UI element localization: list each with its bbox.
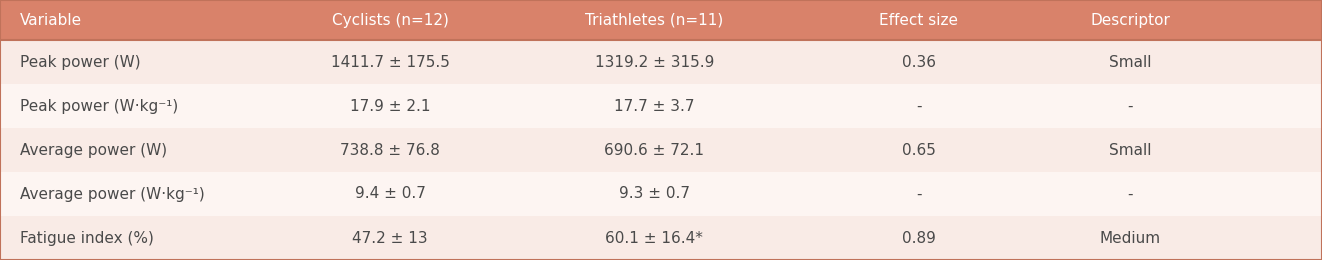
Text: 9.4 ± 0.7: 9.4 ± 0.7 — [354, 186, 426, 202]
Text: 0.36: 0.36 — [902, 55, 936, 69]
Text: Peak power (W·kg⁻¹): Peak power (W·kg⁻¹) — [20, 99, 178, 114]
FancyBboxPatch shape — [0, 40, 1322, 84]
Text: Fatigue index (%): Fatigue index (%) — [20, 231, 153, 245]
Text: 17.9 ± 2.1: 17.9 ± 2.1 — [350, 99, 430, 114]
Text: 17.7 ± 3.7: 17.7 ± 3.7 — [615, 99, 694, 114]
Text: -: - — [1128, 186, 1133, 202]
Text: -: - — [1128, 99, 1133, 114]
FancyBboxPatch shape — [0, 172, 1322, 216]
Text: Medium: Medium — [1100, 231, 1161, 245]
Text: 60.1 ± 16.4*: 60.1 ± 16.4* — [605, 231, 703, 245]
Text: Effect size: Effect size — [879, 12, 958, 28]
Text: Peak power (W): Peak power (W) — [20, 55, 140, 69]
FancyBboxPatch shape — [0, 128, 1322, 172]
Text: Small: Small — [1109, 142, 1151, 158]
Text: Average power (W·kg⁻¹): Average power (W·kg⁻¹) — [20, 186, 205, 202]
Text: Triathletes (n=11): Triathletes (n=11) — [586, 12, 723, 28]
FancyBboxPatch shape — [0, 216, 1322, 260]
Text: 1319.2 ± 315.9: 1319.2 ± 315.9 — [595, 55, 714, 69]
Text: 0.89: 0.89 — [902, 231, 936, 245]
Text: Descriptor: Descriptor — [1091, 12, 1170, 28]
Text: 9.3 ± 0.7: 9.3 ± 0.7 — [619, 186, 690, 202]
FancyBboxPatch shape — [0, 84, 1322, 128]
Text: Variable: Variable — [20, 12, 82, 28]
Text: -: - — [916, 186, 921, 202]
Text: 738.8 ± 76.8: 738.8 ± 76.8 — [340, 142, 440, 158]
Text: Average power (W): Average power (W) — [20, 142, 167, 158]
Text: Small: Small — [1109, 55, 1151, 69]
FancyBboxPatch shape — [0, 0, 1322, 40]
Text: Cyclists (n=12): Cyclists (n=12) — [332, 12, 448, 28]
Text: 1411.7 ± 175.5: 1411.7 ± 175.5 — [330, 55, 449, 69]
Text: 0.65: 0.65 — [902, 142, 936, 158]
Text: 690.6 ± 72.1: 690.6 ± 72.1 — [604, 142, 705, 158]
Text: 47.2 ± 13: 47.2 ± 13 — [352, 231, 428, 245]
Text: -: - — [916, 99, 921, 114]
